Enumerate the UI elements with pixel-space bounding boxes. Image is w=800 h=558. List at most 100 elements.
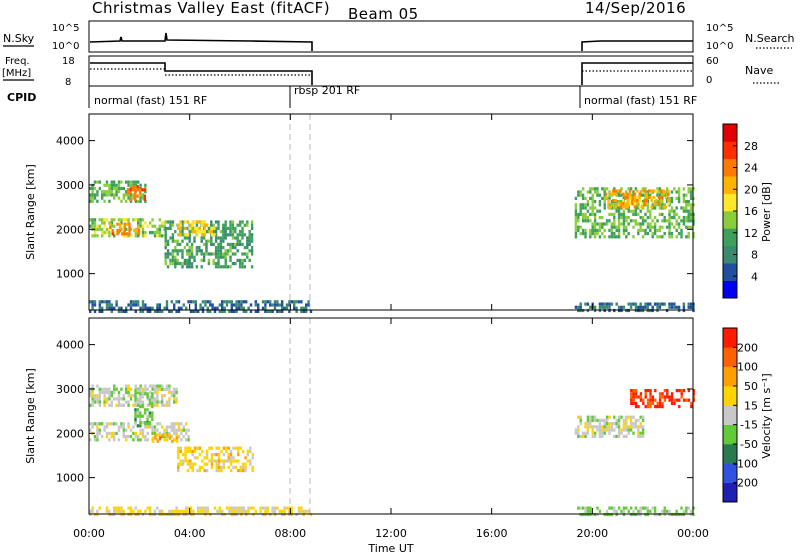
power-cell: [653, 225, 657, 229]
power-cell: [281, 300, 284, 304]
velocity-cell: [156, 400, 159, 404]
power-cell: [171, 233, 175, 237]
velocity-cell: [642, 401, 645, 405]
velocity-cell: [639, 395, 643, 399]
power-cell: [658, 193, 662, 197]
power-cell: [661, 212, 664, 216]
power-cell: [98, 309, 101, 313]
power-cell: [241, 252, 244, 256]
velocity-cell: [229, 462, 233, 466]
power-cell: [236, 223, 239, 227]
power-cell: [581, 206, 585, 210]
power-cell: [598, 222, 602, 226]
power-cell: [171, 252, 175, 256]
velocity-cell: [240, 506, 243, 510]
x-tick-label-1: 04:00: [174, 527, 206, 540]
velocity-cell: [577, 506, 580, 510]
velocity-cell: [199, 506, 202, 510]
velocity-cell: [242, 506, 245, 510]
power-cell: [198, 249, 201, 253]
power-cell: [202, 255, 206, 259]
power-cell: [675, 196, 678, 200]
velocity-cell: [143, 411, 147, 415]
power-cell: [166, 226, 170, 230]
velocity-cell: [117, 425, 121, 429]
power-cell: [670, 200, 674, 204]
power-cell: [103, 199, 106, 203]
power-cell: [164, 230, 167, 234]
velocity-cell: [634, 401, 638, 405]
power-cell: [125, 306, 128, 310]
velocity-cell: [637, 418, 640, 422]
power-cell: [608, 196, 611, 200]
power-cell: [617, 209, 621, 213]
velocity-cell: [603, 431, 606, 435]
power-cell: [101, 309, 104, 313]
power-cell: [91, 218, 94, 222]
power-cell: [653, 228, 657, 232]
power-cell: [118, 222, 122, 226]
velocity-colorbar-swatch-8: [723, 328, 737, 348]
power-cell: [210, 220, 213, 224]
velocity-cell: [151, 384, 154, 388]
velocity-cell: [139, 389, 142, 393]
power-cell: [228, 300, 231, 304]
power-cell: [171, 220, 175, 224]
velocity-cell: [680, 392, 683, 396]
power-colorbar-tick-label-2: 20: [744, 183, 758, 196]
power-cell: [616, 189, 620, 193]
power-cell: [109, 225, 112, 229]
velocity-cell: [141, 392, 144, 396]
velocity-cell: [288, 506, 291, 510]
velocity-cell: [586, 425, 590, 429]
power-cell: [634, 212, 638, 216]
power-cell: [663, 203, 666, 207]
velocity-cell: [593, 431, 597, 435]
power-cell: [193, 220, 197, 224]
velocity-cell: [177, 453, 180, 457]
velocity-cell: [170, 425, 173, 429]
power-cell: [641, 235, 645, 239]
velocity-cell: [136, 389, 140, 393]
power-cell: [589, 305, 592, 309]
velocity-cell: [666, 392, 669, 396]
power-cell: [139, 193, 142, 197]
power-cell: [601, 305, 604, 309]
power-cell: [151, 306, 154, 310]
power-cell: [601, 232, 604, 236]
power-cell: [125, 180, 128, 184]
power-cell: [620, 222, 623, 226]
velocity-cell: [175, 509, 178, 513]
velocity-cell: [230, 509, 233, 513]
velocity-cell: [173, 438, 176, 442]
velocity-cell: [159, 436, 162, 440]
power-cell: [139, 309, 142, 313]
velocity-cell: [658, 395, 662, 399]
power-cell: [581, 196, 585, 200]
power-cell: [221, 303, 224, 307]
power-cell: [181, 220, 184, 224]
power-cell: [626, 192, 629, 196]
velocity-cell: [601, 434, 604, 438]
velocity-cell: [629, 415, 633, 419]
power-cell: [589, 196, 592, 200]
power-cell: [178, 249, 182, 253]
power-cell: [110, 186, 113, 191]
velocity-cell: [165, 435, 169, 439]
velocity-cell: [173, 394, 176, 398]
power-cell: [579, 225, 582, 229]
velocity-cell: [168, 433, 172, 437]
power-cell: [141, 303, 145, 307]
power-cell: [675, 206, 678, 210]
velocity-cell: [141, 387, 145, 391]
power-cell: [113, 193, 116, 197]
power-cell: [174, 230, 177, 234]
velocity-cell: [680, 389, 683, 393]
power-cell: [199, 306, 202, 310]
velocity-cell: [302, 509, 305, 513]
power-cell: [93, 224, 97, 228]
velocity-cell: [625, 428, 628, 432]
velocity-ytick-label-2: 2000: [56, 427, 84, 440]
power-cell: [685, 209, 688, 213]
velocity-cell: [215, 465, 218, 469]
